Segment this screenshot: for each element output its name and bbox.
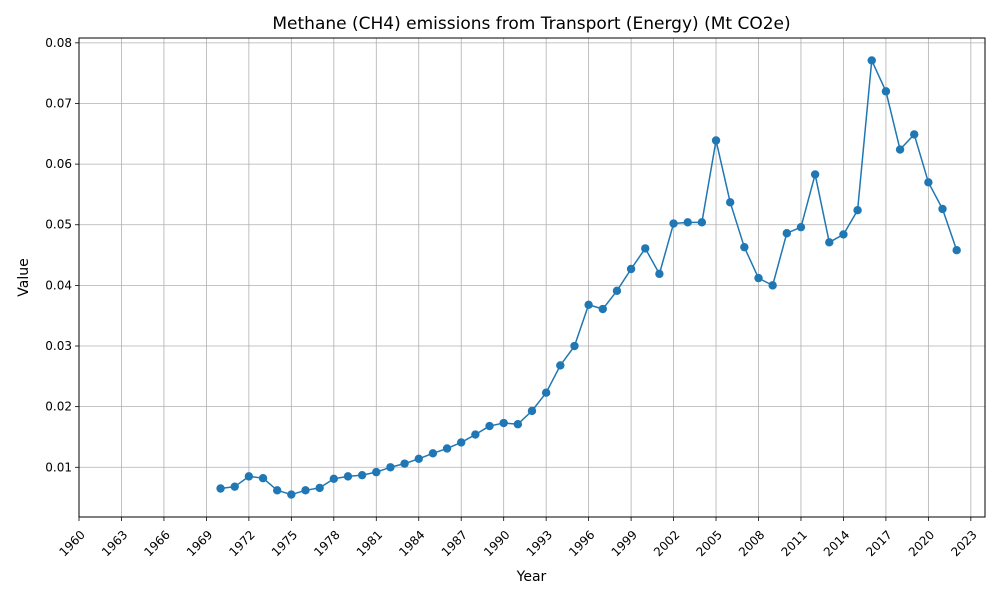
data-point bbox=[782, 229, 792, 238]
data-point bbox=[258, 473, 268, 483]
plot-frame bbox=[78, 37, 986, 518]
data-point bbox=[400, 459, 409, 468]
data-point bbox=[244, 472, 254, 481]
x-tick-label: 1981 bbox=[354, 528, 385, 559]
data-point bbox=[711, 136, 721, 145]
x-tick-label: 2020 bbox=[906, 528, 937, 559]
x-axis: 1960 1963 1966 1969 1972 1975 1978 1981 1984 1987… bbox=[56, 517, 980, 559]
data-point bbox=[626, 264, 636, 274]
data-point bbox=[527, 406, 537, 416]
data-point bbox=[499, 418, 508, 428]
data-point bbox=[414, 454, 423, 463]
x-tick-label: 1978 bbox=[311, 528, 342, 559]
data-point bbox=[754, 273, 763, 283]
data-point bbox=[839, 230, 848, 239]
data-point bbox=[768, 281, 777, 290]
x-tick-label: 2008 bbox=[736, 528, 767, 559]
data-point bbox=[697, 218, 707, 227]
data-point bbox=[541, 388, 551, 397]
data-point bbox=[612, 286, 622, 296]
x-tick-label: 2017 bbox=[863, 528, 894, 559]
x-tick-label: 1960 bbox=[56, 528, 87, 559]
data-point bbox=[655, 269, 664, 279]
data-point bbox=[924, 178, 933, 187]
x-tick-label: 1972 bbox=[226, 528, 257, 559]
y-tick-label: 0.01 bbox=[45, 460, 72, 474]
data-point bbox=[386, 463, 395, 472]
data-point bbox=[471, 430, 480, 439]
grid bbox=[78, 38, 985, 517]
x-tick-label: 1963 bbox=[99, 528, 130, 559]
data-point bbox=[513, 420, 523, 429]
data-point bbox=[343, 472, 353, 481]
data-point bbox=[357, 470, 367, 480]
data-point bbox=[725, 198, 735, 207]
y-tick-label: 0.06 bbox=[45, 157, 72, 171]
data-point bbox=[272, 486, 282, 495]
data-point bbox=[598, 304, 607, 314]
data-point bbox=[938, 204, 947, 214]
y-tick-label: 0.08 bbox=[45, 36, 72, 50]
data-point bbox=[881, 87, 891, 96]
x-tick-label: 1996 bbox=[566, 528, 597, 559]
x-tick-label: 1999 bbox=[609, 528, 640, 559]
x-tick-label: 2005 bbox=[693, 528, 724, 559]
data-point bbox=[683, 218, 692, 227]
x-tick-label: 2014 bbox=[821, 528, 852, 559]
x-tick-label: 1987 bbox=[439, 528, 470, 559]
x-tick-label: 2002 bbox=[651, 528, 682, 559]
y-tick-label: 0.04 bbox=[45, 278, 72, 292]
data-point bbox=[910, 130, 919, 139]
data-point bbox=[315, 483, 324, 493]
x-tick-label: 1990 bbox=[481, 528, 512, 559]
data-point bbox=[570, 341, 579, 351]
chart-title: Methane (CH4) emissions from Transport (… bbox=[272, 14, 790, 34]
data-point bbox=[669, 219, 678, 228]
data-point bbox=[556, 361, 565, 370]
data-point bbox=[329, 474, 339, 484]
y-tick-label: 0.02 bbox=[45, 400, 72, 414]
data-point bbox=[825, 238, 834, 247]
data-point bbox=[301, 486, 310, 495]
data-point bbox=[867, 56, 876, 65]
x-tick-label: 1975 bbox=[269, 528, 300, 559]
y-axis-title: Value bbox=[16, 258, 32, 296]
data-point bbox=[457, 438, 466, 447]
data-point bbox=[740, 242, 749, 252]
x-tick-label: 1984 bbox=[396, 528, 427, 559]
data-point bbox=[216, 484, 225, 493]
data-point bbox=[230, 482, 239, 491]
data-point bbox=[810, 170, 820, 179]
y-tick-label: 0.03 bbox=[45, 339, 72, 353]
x-axis-title: Year bbox=[516, 569, 547, 585]
data-point bbox=[287, 490, 296, 499]
data-point bbox=[895, 145, 905, 154]
x-tick-label: 1969 bbox=[184, 528, 215, 559]
y-tick-label: 0.05 bbox=[45, 218, 72, 232]
y-tick-label: 0.07 bbox=[45, 96, 72, 110]
x-tick-label: 2023 bbox=[948, 528, 979, 559]
data-point bbox=[796, 222, 806, 232]
data-point bbox=[485, 421, 494, 431]
series-layer bbox=[216, 56, 961, 499]
x-tick-label: 1966 bbox=[141, 528, 172, 559]
x-tick-label: 1993 bbox=[524, 528, 555, 559]
data-point bbox=[853, 205, 862, 215]
data-point bbox=[372, 467, 381, 477]
data-point bbox=[442, 444, 452, 453]
data-point bbox=[952, 246, 961, 255]
data-point bbox=[428, 449, 438, 458]
y-axis: 0.01 0.02 0.03 0.04 0.05 0.06 0.07 0.08 bbox=[45, 36, 79, 474]
data-point bbox=[641, 244, 650, 253]
data-point bbox=[584, 300, 593, 309]
x-tick-label: 2011 bbox=[778, 528, 809, 559]
